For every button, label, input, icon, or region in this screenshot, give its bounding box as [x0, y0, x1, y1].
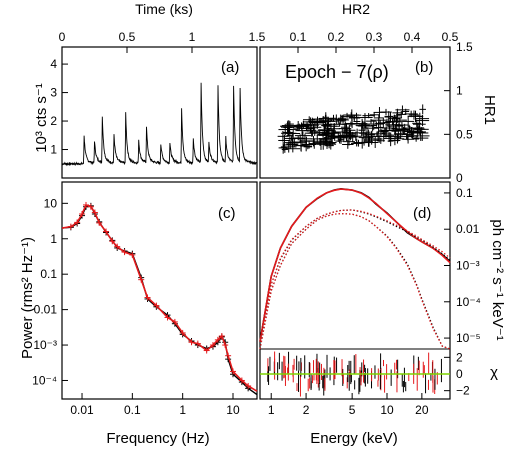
panel-d-series-3 — [259, 212, 451, 350]
panel-a-ytick-label: 2 — [50, 114, 57, 128]
panel-c-ytick-label: 0.1 — [40, 267, 57, 281]
panel-c-xtick-label: 1 — [179, 403, 186, 417]
panel-b-xtick-label: 0.1 — [290, 30, 307, 44]
chart-marks: 0 0.5 1 1.5 1 2 3 4 0.1 0.2 0.3 0.4 0.5 0 0.5 1 1.5 0.01 0… — [32, 30, 481, 417]
panel-b-xtick-label: 0.2 — [328, 30, 345, 44]
panel-d-xtick-label: 5 — [349, 403, 356, 417]
panel-b-xtick-label: 0.3 — [366, 30, 383, 44]
panel-c-ytick-label: 0.01 — [34, 303, 58, 317]
panel-d-ytick-label: 10⁻³ — [456, 259, 480, 273]
panel-d-xtick-label: 2 — [303, 403, 310, 417]
panel-d-ylabel: ph cm⁻² s⁻¹ keV⁻¹ — [489, 219, 506, 340]
panel-d-residual-ylabel: χ — [490, 364, 498, 381]
panel-c-label: (c) — [218, 205, 236, 222]
panel-b-ylabel: HR1 — [481, 95, 498, 125]
panel-d-residual-ytick-label: −2 — [456, 384, 470, 398]
panel-a-ytick-label: 3 — [50, 86, 57, 100]
panel-b-xtick-label: 0.5 — [442, 30, 459, 44]
panel-a-ylabel: 10³ cts s⁻¹ — [33, 83, 50, 153]
panel-b-frame — [259, 46, 451, 179]
panel-c-series-1 — [61, 203, 258, 392]
panel-a-top-axis-title: Time (ks) — [135, 1, 193, 17]
panel-a-xtick-label: 0.5 — [119, 30, 136, 44]
panel-a-label: (a) — [221, 59, 239, 76]
panel-b-ytick-label: 1 — [456, 84, 463, 98]
panel-c-ytick-label: 10⁻³ — [33, 338, 57, 352]
panel-d-ytick-label: 0.01 — [456, 222, 480, 236]
panel-c-xtick-label: 0.01 — [70, 403, 94, 417]
panel-b-ytick-label: 0.5 — [456, 127, 473, 141]
panel-d-xtick-label: 10 — [380, 403, 394, 417]
panel-c-xlabel: Frequency (Hz) — [106, 430, 209, 447]
panel-c-xtick-label: 10 — [226, 403, 240, 417]
panel-a-ytick-label: 1 — [50, 143, 57, 157]
panel-d-ytick-label: 10⁻⁵ — [456, 331, 481, 345]
panel-c-series-0 — [61, 205, 258, 396]
panel-c-xtick-label: 0.1 — [124, 403, 141, 417]
panel-d-ytick-label: 0.1 — [456, 186, 473, 200]
panel-b-label: (b) — [415, 59, 433, 76]
panel-a-light-curve — [61, 82, 258, 167]
panel-b-ytick-label: 1.5 — [456, 40, 473, 54]
panel-d-residual-ytick-label: 0 — [456, 367, 463, 381]
panel-a-ytick-label: 4 — [50, 57, 57, 71]
panel-a-xtick-label: 1 — [189, 30, 196, 44]
panel-c-ytick-label: 1 — [50, 232, 57, 246]
panel-d-series-4 — [259, 209, 451, 342]
panel-b-top-axis-title: HR2 — [342, 1, 370, 17]
panel-d-frame — [259, 181, 451, 400]
panel-c-ytick-label: 10 — [44, 196, 58, 210]
panel-d-ytick-label: 10⁻⁴ — [456, 295, 481, 309]
panel-d-xlabel: Energy (keV) — [310, 430, 398, 447]
panel-c-ylabel: Power (rms² Hz⁻¹) — [19, 237, 36, 359]
panel-a-xtick-label: 0 — [59, 30, 66, 44]
panel-c-frame — [61, 181, 258, 400]
panel-b-xtick-label: 0.4 — [404, 30, 421, 44]
panel-d-label: (d) — [413, 205, 431, 222]
panel-d-series-5 — [259, 212, 451, 350]
panel-b-ytick-label: 0 — [456, 171, 463, 185]
panel-b-annotation: Epoch − 7(ρ) — [285, 62, 389, 82]
panel-d-xtick-label: 1 — [268, 403, 275, 417]
panel-d-residual-ytick-label: 2 — [456, 350, 463, 364]
panel-a-xtick-label: 1.5 — [249, 30, 266, 44]
panel-c-ytick-label: 10⁻⁴ — [32, 373, 57, 387]
panel-d-xtick-label: 20 — [415, 403, 429, 417]
panel-d-series-2 — [259, 209, 451, 342]
panel-a-frame — [61, 46, 258, 179]
panel-d-series-1 — [259, 188, 451, 342]
